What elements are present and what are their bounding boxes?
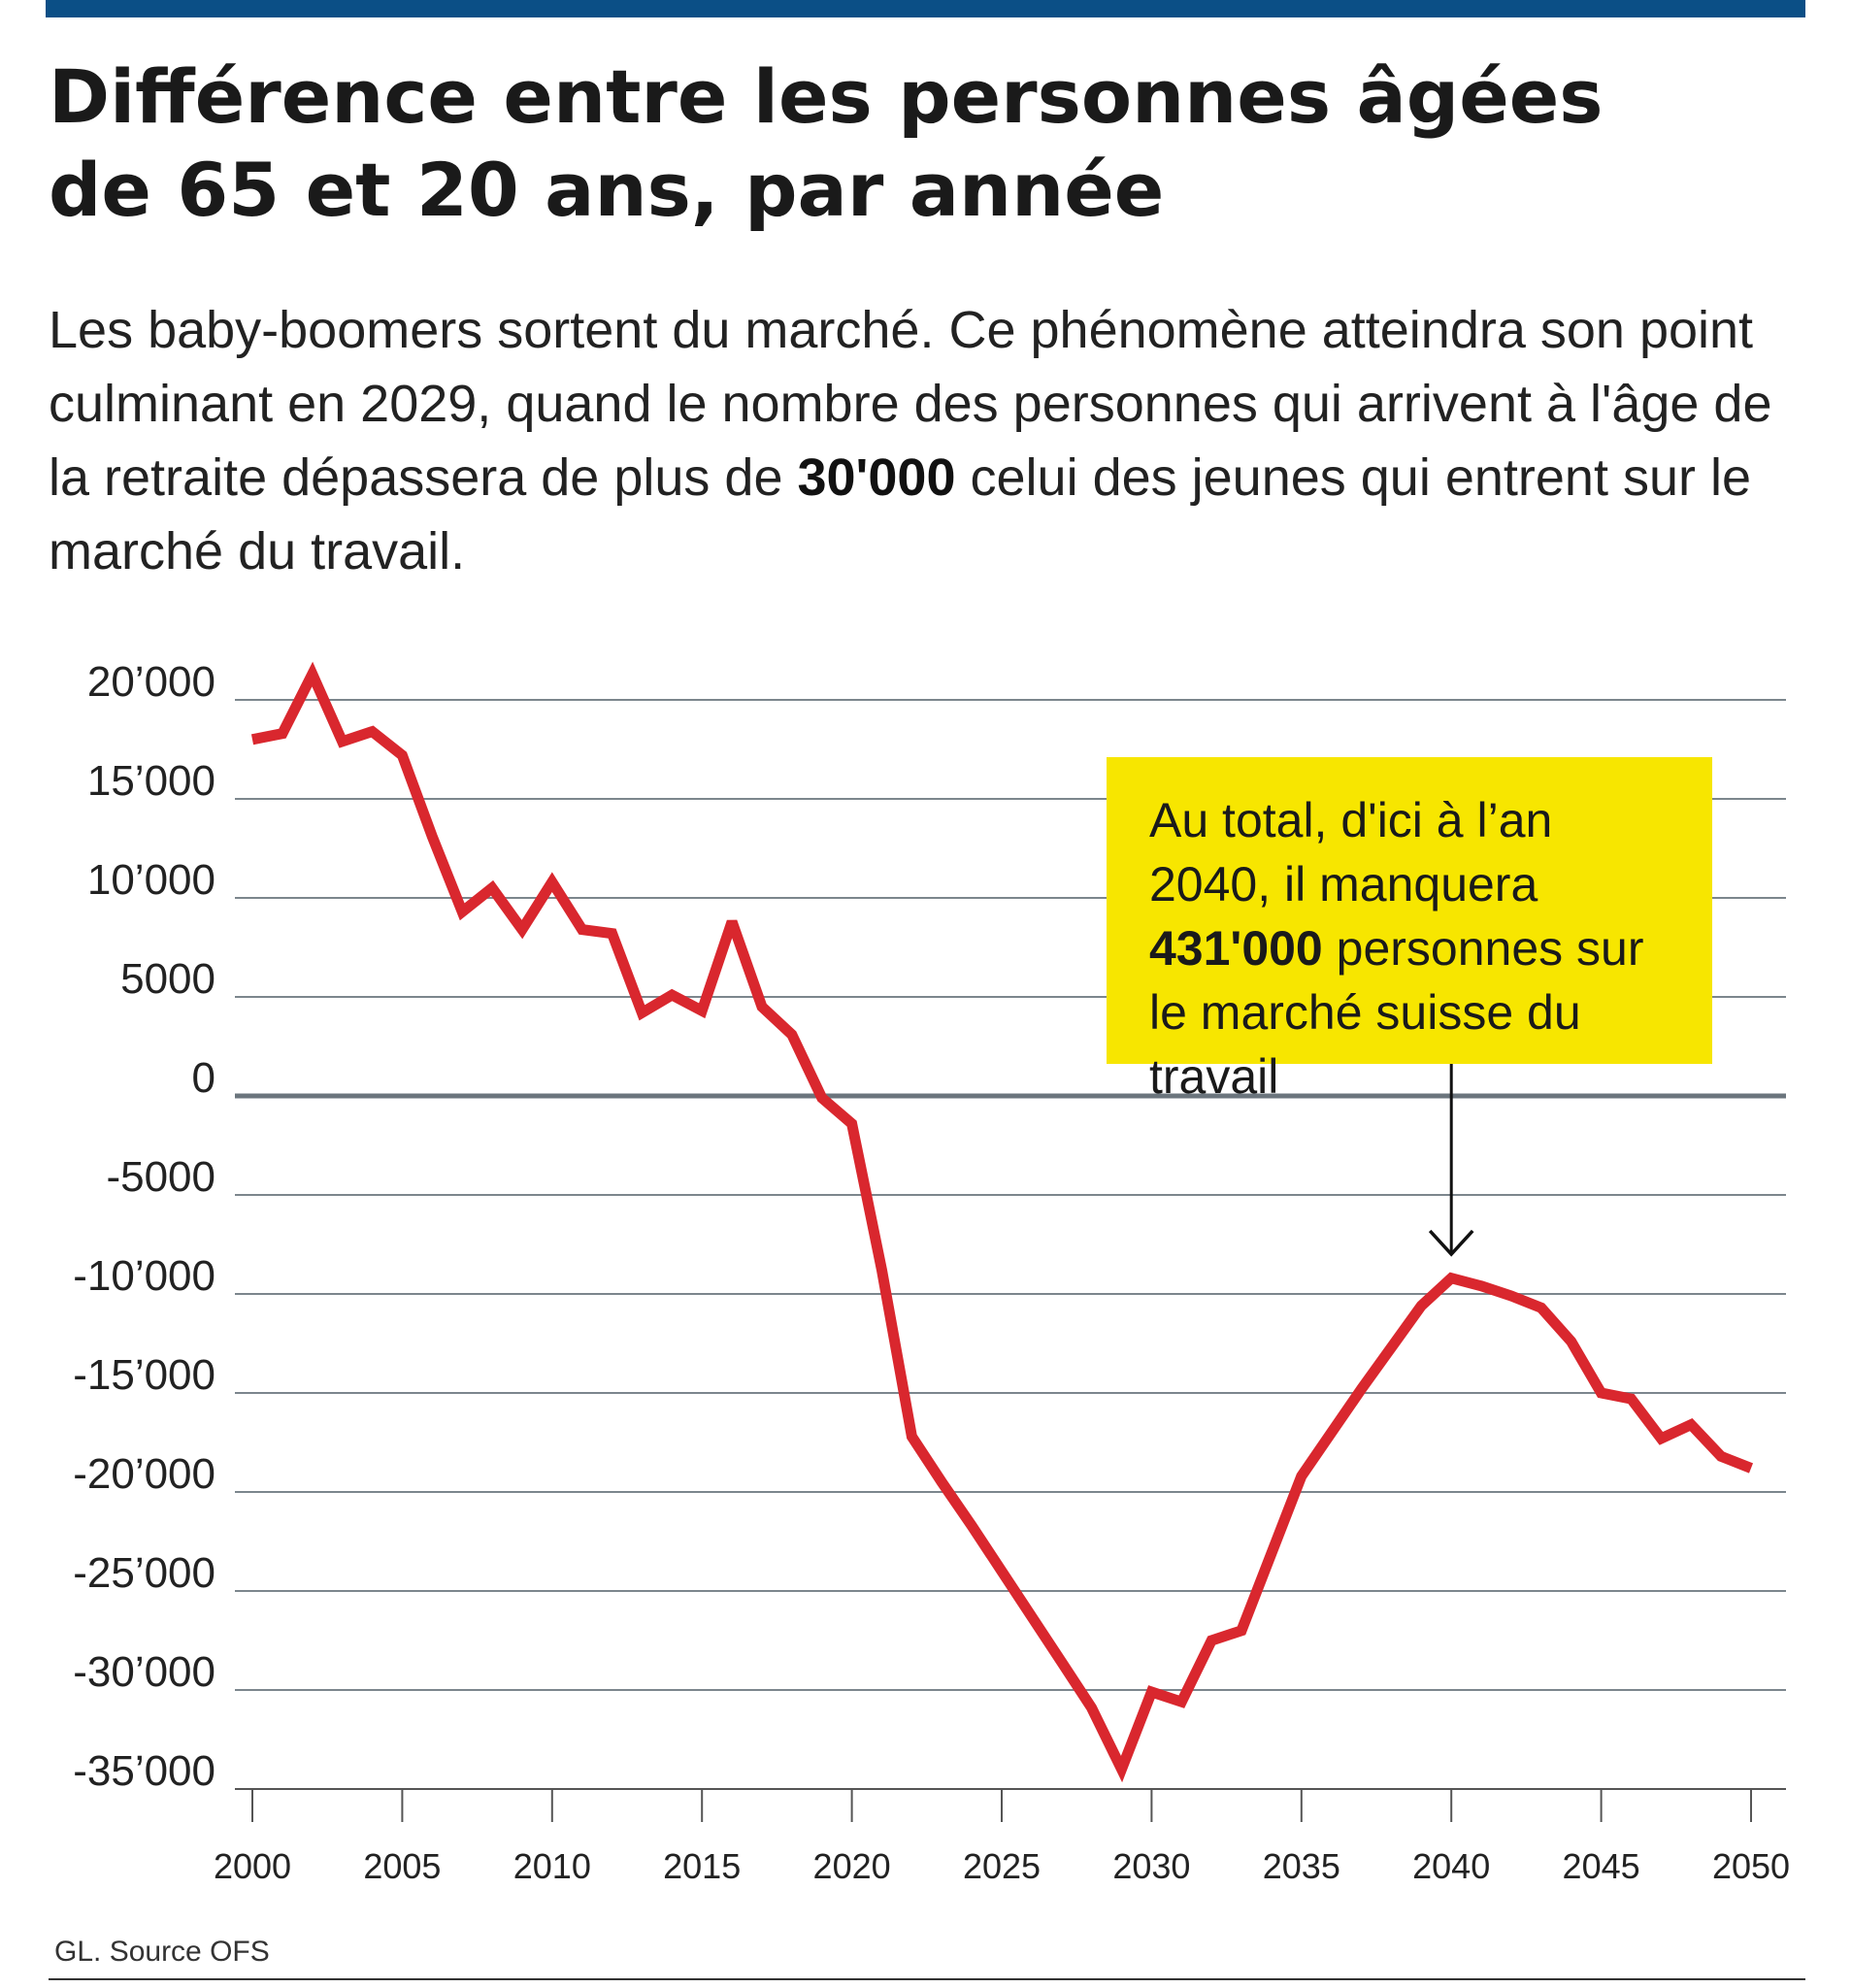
annotation-arrow	[1428, 1064, 1474, 1257]
y-tick-label: -20’000	[73, 1450, 215, 1498]
x-tick-label: 2030	[1112, 1846, 1190, 1886]
bottom-rule	[49, 1978, 1805, 1980]
x-tick-label: 2005	[363, 1846, 441, 1886]
chart-subtitle: Les baby-boomers sortent du marché. Ce p…	[49, 293, 1796, 588]
y-tick-label: -15’000	[73, 1351, 215, 1399]
y-tick-label: -30’000	[73, 1648, 215, 1696]
annotation-callout: Au total, d'ici à l’an 2040, il manquera…	[1107, 757, 1712, 1104]
x-tick-label: 2040	[1412, 1846, 1490, 1886]
subtitle-text-1: Les baby-boomers sortent du marché. Ce p…	[49, 301, 1772, 507]
x-tick-label: 2015	[663, 1846, 741, 1886]
subtitle-text-2: celui des jeunes qui entrent sur le marc…	[49, 448, 1751, 580]
y-tick-label: 15’000	[87, 757, 215, 805]
y-tick-label: -35’000	[73, 1747, 215, 1795]
source-note: GL. Source OFS	[54, 1936, 270, 1968]
y-tick-label: -5000	[106, 1153, 215, 1201]
arrow-head	[1428, 1229, 1474, 1257]
x-tick-label: 2025	[963, 1846, 1041, 1886]
y-tick-label: 10’000	[87, 856, 215, 904]
y-tick-label: 5000	[120, 955, 215, 1003]
y-tick-label: -25’000	[73, 1549, 215, 1597]
title-line-1: Différence entre les personnes âgées	[49, 53, 1604, 140]
x-tick-label: 2050	[1712, 1846, 1790, 1886]
callout-highlight: 431'000	[1149, 921, 1323, 976]
title-line-2: de 65 et 20 ans, par année	[49, 147, 1165, 233]
x-tick-label: 2010	[513, 1846, 591, 1886]
callout-text-1: Au total, d'ici à l’an 2040, il manquera	[1149, 793, 1553, 911]
y-axis-labels: 20’000 15’000 10’000 5000 0 -5000 -10’000 -15’0…	[73, 658, 215, 1795]
chart-title: Différence entre les personnes âgées de …	[49, 50, 1776, 237]
x-tick-label: 2045	[1563, 1846, 1640, 1886]
y-tick-label: -10’000	[73, 1252, 215, 1300]
series-group	[250, 661, 1754, 1783]
x-axis-labels: 2000 2005 2010 2015 2020 2025 2030 2035 2040 2045…	[214, 1846, 1790, 1886]
y-tick-label: 0	[192, 1054, 215, 1102]
x-tick-label: 2020	[813, 1846, 891, 1886]
subtitle-highlight: 30'000	[797, 448, 956, 507]
y-tick-label: 20’000	[87, 658, 215, 706]
top-accent-bar	[46, 0, 1805, 17]
x-axis	[235, 1788, 1786, 1822]
callout-text-2: personnes sur le marché suisse du travai…	[1149, 921, 1644, 1104]
x-tick-label: 2035	[1263, 1846, 1340, 1886]
x-tick-label: 2000	[214, 1846, 291, 1886]
